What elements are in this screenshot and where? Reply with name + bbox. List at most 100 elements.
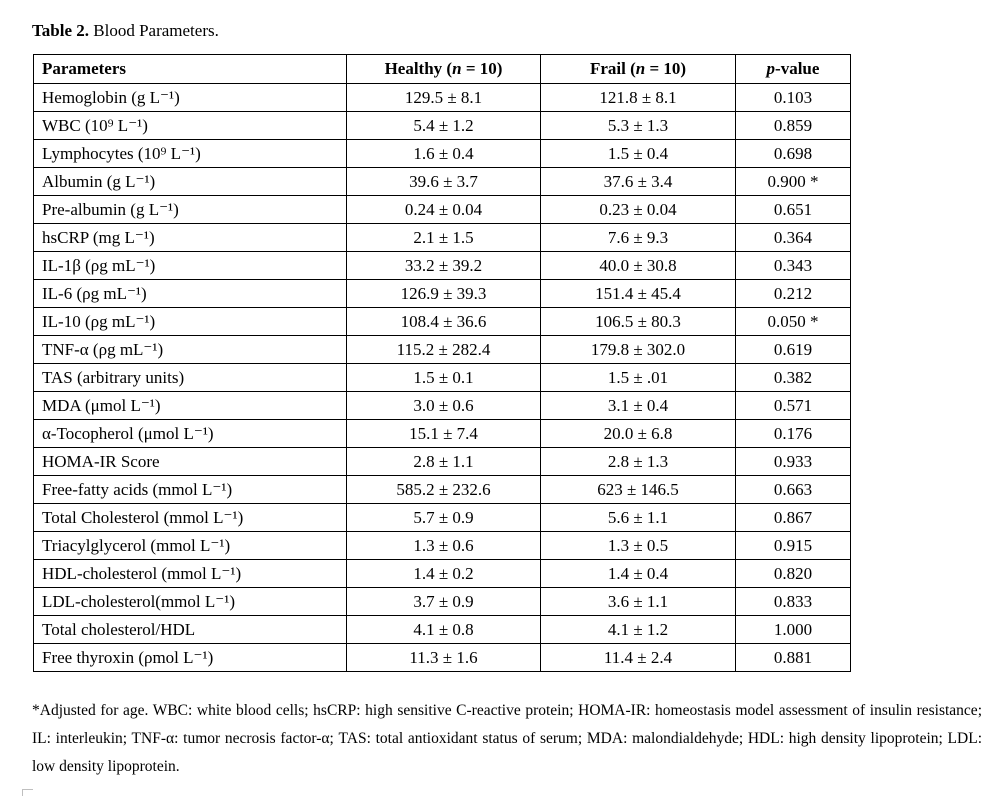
cell-healthy: 2.8 ± 1.1: [346, 447, 541, 476]
header-frail: Frail (n = 10): [540, 54, 736, 84]
cell-healthy: 126.9 ± 39.3: [346, 279, 541, 308]
cell-frail: 1.3 ± 0.5: [540, 531, 736, 560]
cell-p-value: 0.382: [735, 363, 851, 392]
table-row: α-Tocopherol (μmol L⁻¹) 15.1 ± 7.4 20.0 ± …: [33, 419, 851, 448]
cell-parameter: Triacylglycerol (mmol L⁻¹): [33, 531, 347, 560]
table-row: hsCRP (mg L⁻¹) 2.1 ± 1.5 7.6 ± 9.3 0.364: [33, 223, 851, 252]
cell-frail: 0.23 ± 0.04: [540, 195, 736, 224]
cell-healthy: 33.2 ± 39.2: [346, 251, 541, 280]
cell-parameter: WBC (10⁹ L⁻¹): [33, 111, 347, 140]
cell-parameter: hsCRP (mg L⁻¹): [33, 223, 347, 252]
cell-parameter: Hemoglobin (g L⁻¹): [33, 83, 347, 112]
header-healthy-n: n: [452, 59, 462, 78]
cell-p-value: 0.651: [735, 195, 851, 224]
header-healthy: Healthy (n = 10): [346, 54, 541, 84]
table-row: HDL-cholesterol (mmol L⁻¹) 1.4 ± 0.2 1.4 ±…: [33, 559, 851, 588]
cell-healthy: 115.2 ± 282.4: [346, 335, 541, 364]
cell-frail: 5.6 ± 1.1: [540, 503, 736, 532]
header-frail-n: n: [635, 59, 646, 78]
table-row: IL-6 (ρg mL⁻¹) 126.9 ± 39.3 151.4 ± 45.4 0.…: [33, 279, 851, 308]
cell-frail: 121.8 ± 8.1: [540, 83, 736, 112]
cell-p-value: 0.915: [735, 531, 851, 560]
cell-healthy: 1.3 ± 0.6: [346, 531, 541, 560]
table-footnote: *Adjusted for age. WBC: white blood cell…: [32, 702, 982, 775]
table-row: IL-10 (ρg mL⁻¹) 108.4 ± 36.6 106.5 ± 80.3 0…: [33, 307, 851, 336]
cell-healthy: 2.1 ± 1.5: [346, 223, 541, 252]
cell-healthy: 11.3 ± 1.6: [346, 643, 541, 672]
cell-healthy: 5.7 ± 0.9: [346, 503, 541, 532]
cell-p-value: 1.000: [735, 615, 851, 644]
table-row: Albumin (g L⁻¹) 39.6 ± 3.7 37.6 ± 3.4 0.900…: [33, 167, 851, 196]
cell-parameter: TNF-α (ρg mL⁻¹): [33, 335, 347, 364]
cell-frail: 1.5 ± 0.4: [540, 139, 736, 168]
table-row: Triacylglycerol (mmol L⁻¹) 1.3 ± 0.6 1.3 ±…: [33, 531, 851, 560]
header-p-value: p-value: [735, 54, 851, 84]
cell-healthy: 5.4 ± 1.2: [346, 111, 541, 140]
cell-frail: 11.4 ± 2.4: [540, 643, 736, 672]
blood-parameters-table: Parameters Healthy (n = 10) Frail (n = 1…: [33, 54, 851, 672]
table-row: Free thyroxin (ρmol L⁻¹) 11.3 ± 1.6 11.4 ±…: [33, 643, 851, 672]
table-caption-title: Blood Parameters.: [89, 21, 219, 40]
cell-healthy: 3.7 ± 0.9: [346, 587, 541, 616]
cell-frail: 106.5 ± 80.3: [540, 307, 736, 336]
header-healthy-pre: Healthy (: [384, 59, 453, 78]
cell-parameter: MDA (μmol L⁻¹): [33, 391, 347, 420]
cell-frail: 7.6 ± 9.3: [540, 223, 736, 252]
table-row: LDL-cholesterol(mmol L⁻¹) 3.7 ± 0.9 3.6 ± …: [33, 587, 851, 616]
cell-frail: 3.1 ± 0.4: [540, 391, 736, 420]
table-row: IL-1β (ρg mL⁻¹) 33.2 ± 39.2 40.0 ± 30.8 0.3…: [33, 251, 851, 280]
header-healthy-post: = 10): [461, 59, 503, 78]
cell-frail: 179.8 ± 302.0: [540, 335, 736, 364]
cell-frail: 623 ± 146.5: [540, 475, 736, 504]
cell-p-value: 0.663: [735, 475, 851, 504]
cell-frail: 37.6 ± 3.4: [540, 167, 736, 196]
table-header-row: Parameters Healthy (n = 10) Frail (n = 1…: [33, 54, 851, 84]
cell-parameter: IL-6 (ρg mL⁻¹): [33, 279, 347, 308]
cell-parameter: TAS (arbitrary units): [33, 363, 347, 392]
cell-p-value: 0.050 *: [735, 307, 851, 336]
cell-p-value: 0.571: [735, 391, 851, 420]
table-row: Free-fatty acids (mmol L⁻¹) 585.2 ± 232.6…: [33, 475, 851, 504]
table-row: TNF-α (ρg mL⁻¹) 115.2 ± 282.4 179.8 ± 302.…: [33, 335, 851, 364]
cell-healthy: 3.0 ± 0.6: [346, 391, 541, 420]
cell-healthy: 15.1 ± 7.4: [346, 419, 541, 448]
table-row: HOMA-IR Score 2.8 ± 1.1 2.8 ± 1.3 0.933: [33, 447, 851, 476]
cell-p-value: 0.176: [735, 419, 851, 448]
cell-healthy: 1.5 ± 0.1: [346, 363, 541, 392]
cell-healthy: 1.4 ± 0.2: [346, 559, 541, 588]
cell-p-value: 0.343: [735, 251, 851, 280]
cell-p-value: 0.619: [735, 335, 851, 364]
cell-parameter: IL-10 (ρg mL⁻¹): [33, 307, 347, 336]
corner-mark: [22, 789, 33, 796]
cell-healthy: 585.2 ± 232.6: [346, 475, 541, 504]
table-row: MDA (μmol L⁻¹) 3.0 ± 0.6 3.1 ± 0.4 0.571: [33, 391, 851, 420]
cell-parameter: Total cholesterol/HDL: [33, 615, 347, 644]
cell-p-value: 0.900 *: [735, 167, 851, 196]
cell-p-value: 0.859: [735, 111, 851, 140]
cell-frail: 3.6 ± 1.1: [540, 587, 736, 616]
cell-p-value: 0.867: [735, 503, 851, 532]
cell-p-value: 0.881: [735, 643, 851, 672]
cell-healthy: 1.6 ± 0.4: [346, 139, 541, 168]
cell-healthy: 129.5 ± 8.1: [346, 83, 541, 112]
table-row: Pre-albumin (g L⁻¹) 0.24 ± 0.04 0.23 ± 0.0…: [33, 195, 851, 224]
cell-parameter: Albumin (g L⁻¹): [33, 167, 347, 196]
table-row: Total cholesterol/HDL 4.1 ± 0.8 4.1 ± 1.2 1…: [33, 615, 851, 644]
cell-parameter: HDL-cholesterol (mmol L⁻¹): [33, 559, 347, 588]
table-row: WBC (10⁹ L⁻¹) 5.4 ± 1.2 5.3 ± 1.3 0.859: [33, 111, 851, 140]
cell-p-value: 0.820: [735, 559, 851, 588]
cell-healthy: 4.1 ± 0.8: [346, 615, 541, 644]
header-frail-post: = 10): [645, 59, 687, 78]
cell-frail: 1.4 ± 0.4: [540, 559, 736, 588]
header-p-post: -value: [775, 59, 820, 78]
table-row: Lymphocytes (10⁹ L⁻¹) 1.6 ± 0.4 1.5 ± 0.4 0…: [33, 139, 851, 168]
cell-healthy: 108.4 ± 36.6: [346, 307, 541, 336]
cell-frail: 4.1 ± 1.2: [540, 615, 736, 644]
cell-parameter: Free thyroxin (ρmol L⁻¹): [33, 643, 347, 672]
table-row: Hemoglobin (g L⁻¹) 129.5 ± 8.1 121.8 ± 8.1…: [33, 83, 851, 112]
cell-p-value: 0.698: [735, 139, 851, 168]
cell-frail: 1.5 ± .01: [540, 363, 736, 392]
cell-parameter: Total Cholesterol (mmol L⁻¹): [33, 503, 347, 532]
cell-frail: 20.0 ± 6.8: [540, 419, 736, 448]
cell-p-value: 0.364: [735, 223, 851, 252]
